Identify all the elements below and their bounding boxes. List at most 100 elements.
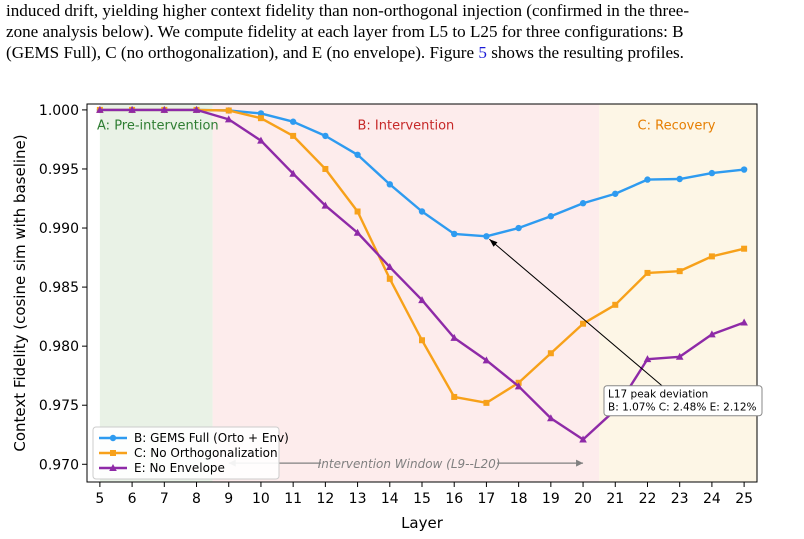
data-point-c-no-orthogonalization xyxy=(225,107,232,114)
data-point-e-no-envelope xyxy=(514,382,523,390)
y-tick-label: 1.000 xyxy=(39,103,79,119)
zone-band-b-intervention xyxy=(212,104,600,482)
data-point-c-no-orthogonalization xyxy=(419,337,425,344)
y-tick-label: 0.985 xyxy=(39,280,79,296)
data-point-e-no-envelope xyxy=(289,169,297,177)
data-point-c-no-orthogonalization xyxy=(612,301,619,308)
data-point-e-no-envelope xyxy=(192,105,201,113)
x-tick-label: 10 xyxy=(252,491,270,507)
data-point-b-gems-full-orto-env xyxy=(451,230,458,238)
x-tick-label: 15 xyxy=(413,491,431,507)
x-tick-label: 23 xyxy=(671,491,689,507)
data-point-e-no-envelope xyxy=(418,296,426,304)
data-point-c-no-orthogonalization xyxy=(708,253,715,260)
data-point-b-gems-full-orto-env xyxy=(644,176,651,183)
y-axis-label: Context Fidelity (cosine sim with baseli… xyxy=(11,134,29,451)
data-point-c-no-orthogonalization xyxy=(354,208,361,215)
legend-label-b-gems-full-orto-env: B: GEMS Full (Orto + Env) xyxy=(134,431,289,445)
window-arrowhead-right xyxy=(576,459,584,467)
data-point-e-no-envelope xyxy=(96,105,104,113)
zone-label-c-recovery: C: Recovery xyxy=(638,119,716,134)
paragraph-line-3: (GEMS Full), C (no orthogonalization), a… xyxy=(6,42,802,63)
x-tick-label: 13 xyxy=(349,491,367,507)
data-point-e-no-envelope xyxy=(224,115,233,123)
legend-label-e-no-envelope: E: No Envelope xyxy=(134,461,225,475)
axes: 5 6 7 8 9 10 11 12 13 14 15 16 17 18 19 20 21 22 23 24 25 0.9… xyxy=(11,103,758,532)
zone-band-a-pre-intervention xyxy=(99,104,213,482)
data-point-c-no-orthogonalization xyxy=(741,245,748,252)
data-point-b-gems-full-orto-env xyxy=(386,181,393,188)
data-point-c-no-orthogonalization xyxy=(257,115,264,122)
data-point-b-gems-full-orto-env xyxy=(547,213,555,220)
data-point-b-gems-full-orto-env xyxy=(354,151,361,158)
data-point-b-gems-full-orto-env xyxy=(579,200,587,207)
y-tick-label: 0.970 xyxy=(39,457,79,473)
zone-label-b-intervention: B: Intervention xyxy=(358,119,455,134)
data-point-e-no-envelope xyxy=(579,435,587,443)
x-tick-label: 7 xyxy=(160,491,169,507)
y-tick-label: 0.980 xyxy=(39,339,79,355)
y-tick-label: 0.995 xyxy=(39,162,79,178)
x-tick-label: 9 xyxy=(224,491,233,507)
paragraph-line-3-start: (GEMS Full), C (no orthogonalization), a… xyxy=(6,43,479,62)
zone-backgrounds: A: Pre-intervention B: Intervention C: Rec… xyxy=(97,104,757,482)
data-point-c-no-orthogonalization xyxy=(676,268,683,275)
x-tick-label: 12 xyxy=(316,491,334,507)
window-label-bg xyxy=(321,456,498,473)
paragraph-line-3-end: shows the resulting profiles. xyxy=(486,43,684,62)
y-tick-label: 0.975 xyxy=(39,398,79,414)
data-point-b-gems-full-orto-env xyxy=(257,110,265,117)
x-tick-label: 21 xyxy=(606,491,624,507)
figure-link[interactable]: 5 xyxy=(478,43,487,62)
x-tick-label: 16 xyxy=(445,491,463,507)
legend-label-c-no-orthogonalization: C: No Orthogonalization xyxy=(134,446,278,460)
x-axis-label: Layer xyxy=(401,514,444,532)
data-point-e-no-envelope xyxy=(128,105,136,113)
legend-swatch-marker-e-no-envelope xyxy=(109,464,117,471)
data-point-e-no-envelope xyxy=(353,228,362,236)
data-point-c-no-orthogonalization xyxy=(483,399,490,406)
data-point-c-no-orthogonalization xyxy=(580,320,587,327)
x-tick-label: 24 xyxy=(703,491,721,507)
data-point-e-no-envelope xyxy=(321,201,330,209)
data-point-e-no-envelope xyxy=(450,333,459,341)
peak-annotation-line-2: B: 1.07% C: 2.48% E: 2.12% xyxy=(608,402,757,414)
legend: B: GEMS Full (Orto + Env)C: No Orthogona… xyxy=(92,426,289,480)
data-point-e-no-envelope xyxy=(643,355,652,363)
x-tick-label: 18 xyxy=(510,491,528,507)
data-point-b-gems-full-orto-env xyxy=(322,132,329,140)
x-tick-label: 5 xyxy=(95,491,104,507)
data-point-b-gems-full-orto-env xyxy=(676,175,683,183)
legend-swatch-marker-c-no-orthogonalization xyxy=(110,450,116,456)
data-point-b-gems-full-orto-env xyxy=(418,208,426,215)
data-point-c-no-orthogonalization xyxy=(451,393,458,400)
legend-swatch-marker-b-gems-full-orto-env xyxy=(109,434,117,442)
data-point-e-no-envelope xyxy=(482,356,491,364)
data-point-b-gems-full-orto-env xyxy=(740,166,748,173)
zone-band-c-recovery xyxy=(599,104,757,482)
data-point-e-no-envelope xyxy=(708,330,716,338)
x-tick-label: 14 xyxy=(381,491,399,507)
data-point-c-no-orthogonalization xyxy=(644,269,651,276)
peak-annotation-line-1: L17 peak deviation xyxy=(608,389,708,401)
zone-label-a-pre-intervention: A: Pre-intervention xyxy=(97,119,219,134)
x-tick-label: 20 xyxy=(574,491,592,507)
data-point-b-gems-full-orto-env xyxy=(289,118,297,125)
body-paragraph: induced drift, yielding higher context f… xyxy=(6,0,802,63)
data-point-b-gems-full-orto-env xyxy=(708,169,716,177)
x-tick-label: 8 xyxy=(192,491,201,507)
x-tick-label: 25 xyxy=(735,491,753,507)
intervention-window-label: Intervention Window (L9--L20) xyxy=(318,457,501,471)
data-point-c-no-orthogonalization xyxy=(386,275,393,282)
data-point-e-no-envelope xyxy=(740,318,748,326)
y-tick-label: 0.990 xyxy=(39,221,79,237)
data-point-b-gems-full-orto-env xyxy=(612,190,619,197)
data-point-c-no-orthogonalization xyxy=(290,132,297,139)
paragraph-line-2: zone analysis below). We compute fidelit… xyxy=(6,22,684,41)
data-point-c-no-orthogonalization xyxy=(322,165,329,172)
paragraph-line-1: induced drift, yielding higher context f… xyxy=(6,1,690,20)
data-point-e-no-envelope xyxy=(385,263,394,271)
x-tick-label: 19 xyxy=(542,491,560,507)
data-point-b-gems-full-orto-env xyxy=(515,224,522,232)
